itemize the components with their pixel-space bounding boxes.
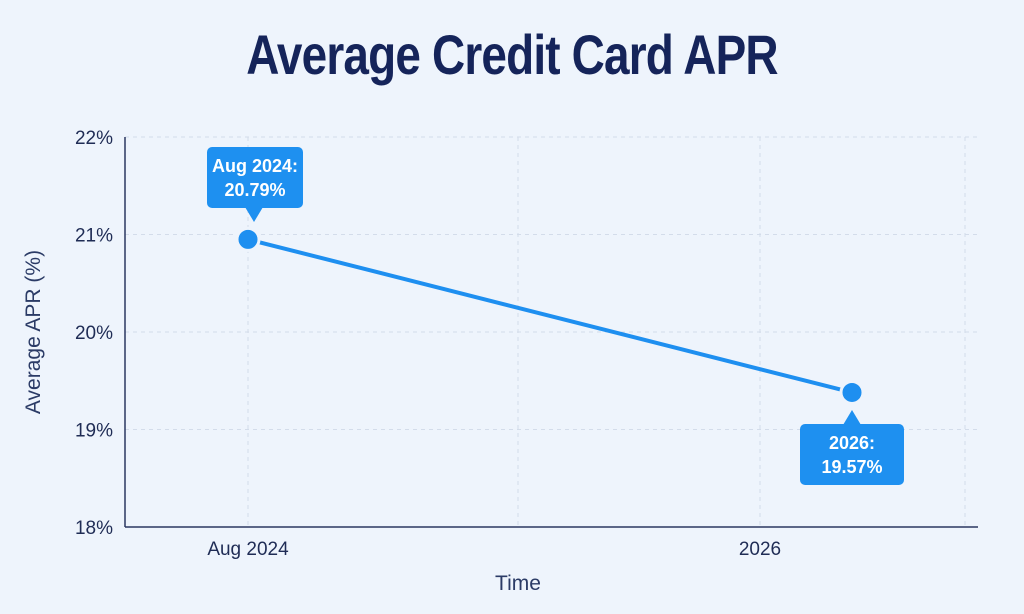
callout-value: 20.79% <box>224 180 285 200</box>
y-tick-label: 22% <box>75 128 113 149</box>
callout-pointer <box>843 410 861 425</box>
series-line <box>246 237 854 395</box>
y-tick-label: 19% <box>75 421 113 442</box>
y-axis-title: Average APR (%) <box>22 250 45 414</box>
x-tick-label: 2026 <box>739 539 781 560</box>
y-tick-label: 21% <box>75 226 113 247</box>
callout-label: 2026: <box>829 433 875 453</box>
x-axis-title: Time <box>495 572 541 595</box>
data-point <box>235 226 261 252</box>
data-point <box>839 379 865 405</box>
annotation-callout <box>800 424 904 485</box>
x-tick-label: Aug 2024 <box>207 539 289 560</box>
y-tick-label: 20% <box>75 323 113 344</box>
annotation-callout <box>207 147 303 208</box>
callout-pointer <box>245 207 263 222</box>
chart-title: Average Credit Card APR <box>246 23 778 86</box>
callout-value: 19.57% <box>821 457 882 477</box>
callout-label: Aug 2024: <box>212 156 298 176</box>
y-tick-label: 18% <box>75 518 113 539</box>
